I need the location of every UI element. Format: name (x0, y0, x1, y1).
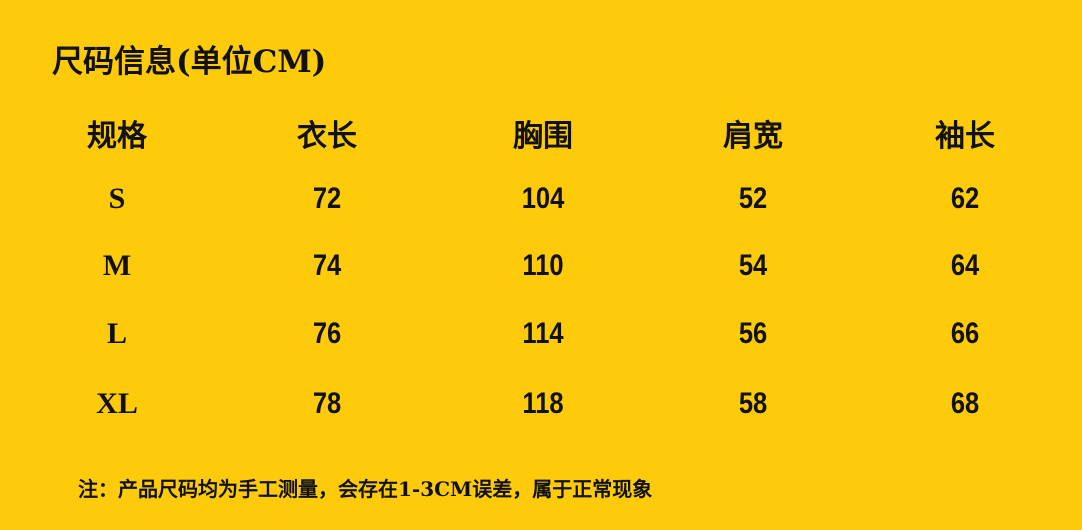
cell-value: 58 (738, 387, 768, 420)
table-cell: 114 (519, 317, 567, 351)
cell-value: 64 (950, 249, 980, 282)
cell-value: 68 (950, 387, 980, 420)
cell-value: 62 (950, 182, 980, 215)
cell-value: 110 (522, 249, 564, 282)
column-header: 袖长 (935, 119, 995, 154)
table-cell: 76 (310, 317, 343, 351)
cell-value: 118 (522, 387, 564, 420)
table-cell: 52 (736, 182, 769, 216)
size-label: M (102, 249, 132, 282)
table-cell: 72 (310, 182, 343, 216)
cell-value: 54 (738, 249, 768, 282)
table-cell: 56 (736, 317, 769, 351)
column-header: 规格 (87, 119, 147, 154)
cell-value: 52 (738, 182, 768, 215)
table-cell: 74 (310, 249, 343, 283)
size-label: S (108, 182, 126, 215)
column-header: 胸围 (513, 119, 573, 154)
table-cell: 118 (519, 387, 567, 421)
table-cell: 54 (736, 249, 769, 283)
table-cell: 68 (948, 387, 981, 421)
page-title: 尺码信息(单位CM) (52, 44, 327, 80)
cell-value: 74 (312, 249, 342, 282)
size-label: L (106, 317, 128, 350)
table-cell: 66 (948, 317, 981, 351)
measurement-note: 注：产品尺码均为手工测量，会存在1-3CM误差，属于正常现象 (78, 477, 653, 501)
cell-value: 66 (950, 317, 980, 350)
cell-value: 56 (738, 317, 768, 350)
table-cell: 110 (519, 249, 567, 283)
table-cell: 58 (736, 387, 769, 421)
cell-value: 114 (522, 317, 564, 350)
table-cell: 62 (948, 182, 981, 216)
cell-value: 78 (312, 387, 342, 420)
cell-value: 72 (312, 182, 342, 215)
cell-value: 76 (312, 317, 342, 350)
table-cell: 78 (310, 387, 343, 421)
column-header: 肩宽 (723, 119, 783, 154)
size-label: XL (96, 387, 138, 420)
table-cell: 104 (518, 182, 568, 216)
table-cell: 64 (948, 249, 981, 283)
cell-value: 104 (521, 182, 565, 215)
column-header: 衣长 (297, 119, 357, 154)
